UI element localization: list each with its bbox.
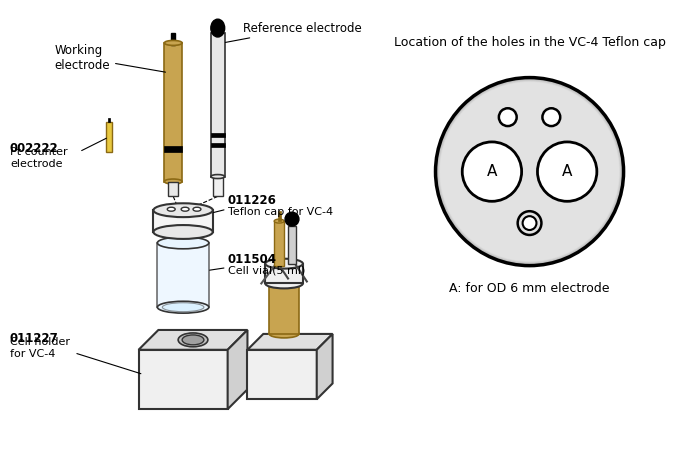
Ellipse shape: [193, 207, 201, 211]
Ellipse shape: [270, 276, 299, 284]
Bar: [211, 133, 225, 137]
Polygon shape: [139, 330, 248, 350]
Ellipse shape: [211, 175, 225, 178]
Polygon shape: [228, 330, 248, 409]
Circle shape: [435, 78, 623, 266]
Polygon shape: [316, 334, 332, 399]
Ellipse shape: [265, 259, 303, 269]
Bar: [270, 279, 299, 334]
Circle shape: [435, 77, 624, 266]
Bar: [213, 177, 223, 196]
Circle shape: [437, 78, 622, 265]
Ellipse shape: [153, 203, 213, 217]
Circle shape: [438, 80, 621, 263]
Text: Reference electrode: Reference electrode: [225, 22, 361, 42]
Circle shape: [438, 80, 621, 263]
Bar: [164, 146, 182, 152]
Circle shape: [440, 82, 620, 262]
Circle shape: [438, 80, 621, 263]
Text: 011226: 011226: [228, 194, 276, 207]
Text: A: A: [486, 164, 497, 179]
Circle shape: [438, 79, 622, 264]
Circle shape: [440, 82, 620, 261]
Ellipse shape: [162, 303, 204, 312]
Circle shape: [499, 108, 517, 126]
Ellipse shape: [211, 19, 225, 37]
Text: 011504: 011504: [228, 253, 276, 266]
Ellipse shape: [285, 212, 299, 226]
Ellipse shape: [265, 278, 303, 289]
Circle shape: [439, 81, 620, 262]
Bar: [248, 350, 316, 399]
Ellipse shape: [270, 330, 299, 338]
Bar: [265, 264, 303, 284]
Bar: [172, 33, 175, 45]
Ellipse shape: [167, 207, 175, 211]
Bar: [106, 122, 112, 152]
Bar: [158, 243, 209, 307]
Bar: [274, 221, 284, 266]
Circle shape: [440, 82, 619, 261]
Bar: [168, 182, 178, 196]
Circle shape: [439, 81, 620, 263]
Ellipse shape: [153, 225, 213, 239]
Circle shape: [436, 78, 623, 265]
Bar: [211, 143, 225, 147]
Bar: [164, 43, 182, 182]
Bar: [139, 350, 228, 409]
Ellipse shape: [158, 237, 209, 249]
Circle shape: [439, 81, 620, 262]
Bar: [211, 33, 225, 177]
Circle shape: [542, 108, 560, 126]
Text: Location of the holes in the VC-4 Teflon cap: Location of the holes in the VC-4 Teflon…: [393, 36, 666, 49]
Text: Cell vial(5 ml): Cell vial(5 ml): [228, 266, 305, 276]
Circle shape: [440, 81, 620, 262]
Text: Teflon cap for VC-4: Teflon cap for VC-4: [228, 207, 332, 217]
Ellipse shape: [178, 333, 208, 347]
Text: Working
electrode: Working electrode: [55, 44, 165, 72]
Ellipse shape: [158, 301, 209, 313]
Text: A: A: [562, 164, 573, 179]
Text: Pt counter
electrode: Pt counter electrode: [10, 147, 67, 169]
Text: A: for OD 6 mm electrode: A: for OD 6 mm electrode: [449, 282, 610, 295]
Circle shape: [438, 79, 622, 264]
Text: 011227: 011227: [10, 332, 59, 345]
Bar: [278, 211, 281, 221]
Ellipse shape: [164, 179, 182, 184]
Circle shape: [438, 80, 622, 264]
Ellipse shape: [274, 219, 284, 223]
Circle shape: [436, 78, 623, 265]
Text: 002222: 002222: [10, 142, 59, 155]
Ellipse shape: [164, 41, 182, 45]
Circle shape: [538, 142, 597, 201]
Text: Cell holder
for VC-4: Cell holder for VC-4: [10, 337, 70, 359]
Ellipse shape: [182, 335, 204, 345]
Ellipse shape: [181, 207, 189, 211]
Polygon shape: [248, 334, 332, 350]
Bar: [288, 226, 296, 264]
Circle shape: [523, 216, 536, 230]
Bar: [153, 210, 213, 232]
Circle shape: [437, 79, 622, 264]
Bar: [108, 118, 110, 122]
Circle shape: [437, 79, 622, 265]
Circle shape: [462, 142, 522, 201]
